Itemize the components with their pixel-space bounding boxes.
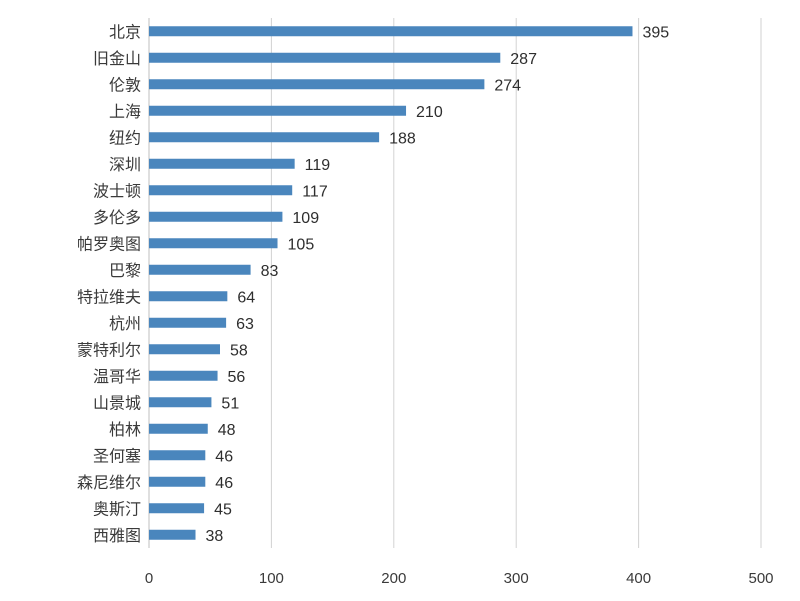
category-label: 西雅图 xyxy=(93,526,141,545)
bar-17 xyxy=(149,476,206,487)
bar-3 xyxy=(149,105,407,116)
category-label: 上海 xyxy=(109,102,141,121)
x-tick-label: 300 xyxy=(504,570,529,587)
bar-12 xyxy=(149,344,220,355)
category-label: 旧金山 xyxy=(93,49,141,68)
x-tick-label: 400 xyxy=(626,570,651,587)
category-label: 纽约 xyxy=(109,128,141,147)
x-tick-label: 100 xyxy=(259,570,284,587)
category-label: 圣何塞 xyxy=(93,446,141,465)
bar-11 xyxy=(149,317,227,328)
bar-2 xyxy=(149,79,485,90)
value-label: 210 xyxy=(416,104,443,121)
category-label: 伦敦 xyxy=(109,75,141,94)
bar-10 xyxy=(149,291,228,302)
bar-8 xyxy=(149,238,278,249)
category-label: 特拉维夫 xyxy=(77,287,141,306)
value-label: 105 xyxy=(288,236,315,253)
value-label: 46 xyxy=(215,448,233,465)
category-label: 温哥华 xyxy=(93,367,141,386)
bar-15 xyxy=(149,423,208,434)
value-label: 64 xyxy=(237,289,255,306)
category-label: 奥斯汀 xyxy=(93,499,141,518)
value-label: 51 xyxy=(221,395,239,412)
bar-0 xyxy=(149,26,633,37)
bars xyxy=(149,26,633,540)
category-label: 杭州 xyxy=(109,314,141,333)
value-label: 188 xyxy=(389,130,416,147)
bar-4 xyxy=(149,132,380,143)
category-label: 帕罗奥图 xyxy=(77,234,141,253)
category-label: 柏林 xyxy=(109,420,141,439)
x-axis-ticks: 0 100 200 300 400 500 xyxy=(145,570,774,587)
value-label: 287 xyxy=(510,51,537,68)
category-label: 北京 xyxy=(109,22,141,41)
value-label: 56 xyxy=(228,369,246,386)
bar-5 xyxy=(149,158,295,169)
bar-7 xyxy=(149,211,283,222)
category-labels: 北京旧金山伦敦上海纽约深圳波士顿多伦多帕罗奥图巴黎特拉维夫杭州蒙特利尔温哥华山景… xyxy=(77,22,141,545)
bar-6 xyxy=(149,185,293,196)
value-label: 48 xyxy=(218,422,236,439)
category-label: 深圳 xyxy=(109,155,141,174)
value-label: 45 xyxy=(214,501,232,518)
value-label: 58 xyxy=(230,342,248,359)
value-label: 46 xyxy=(215,475,233,492)
category-label: 巴黎 xyxy=(109,261,141,280)
bar-13 xyxy=(149,370,218,381)
value-label: 38 xyxy=(206,528,224,545)
x-tick-label: 0 xyxy=(145,570,153,587)
bar-1 xyxy=(149,52,501,63)
bar-18 xyxy=(149,503,205,514)
value-label: 119 xyxy=(305,157,331,174)
category-label: 多伦多 xyxy=(93,208,141,227)
value-label: 83 xyxy=(261,263,279,280)
value-label: 395 xyxy=(642,24,669,41)
x-tick-label: 200 xyxy=(381,570,406,587)
value-label: 109 xyxy=(292,210,319,227)
category-label: 山景城 xyxy=(93,393,141,412)
bar-14 xyxy=(149,397,212,408)
value-label: 63 xyxy=(236,316,254,333)
value-label: 274 xyxy=(494,77,521,94)
bar-19 xyxy=(149,529,196,540)
bar-9 xyxy=(149,264,251,275)
category-label: 波士顿 xyxy=(93,181,141,200)
bar-16 xyxy=(149,450,206,461)
gridlines xyxy=(270,18,762,548)
value-label: 117 xyxy=(302,183,328,200)
category-label: 森尼维尔 xyxy=(77,473,141,492)
x-tick-label: 500 xyxy=(748,570,773,587)
category-label: 蒙特利尔 xyxy=(77,340,141,359)
